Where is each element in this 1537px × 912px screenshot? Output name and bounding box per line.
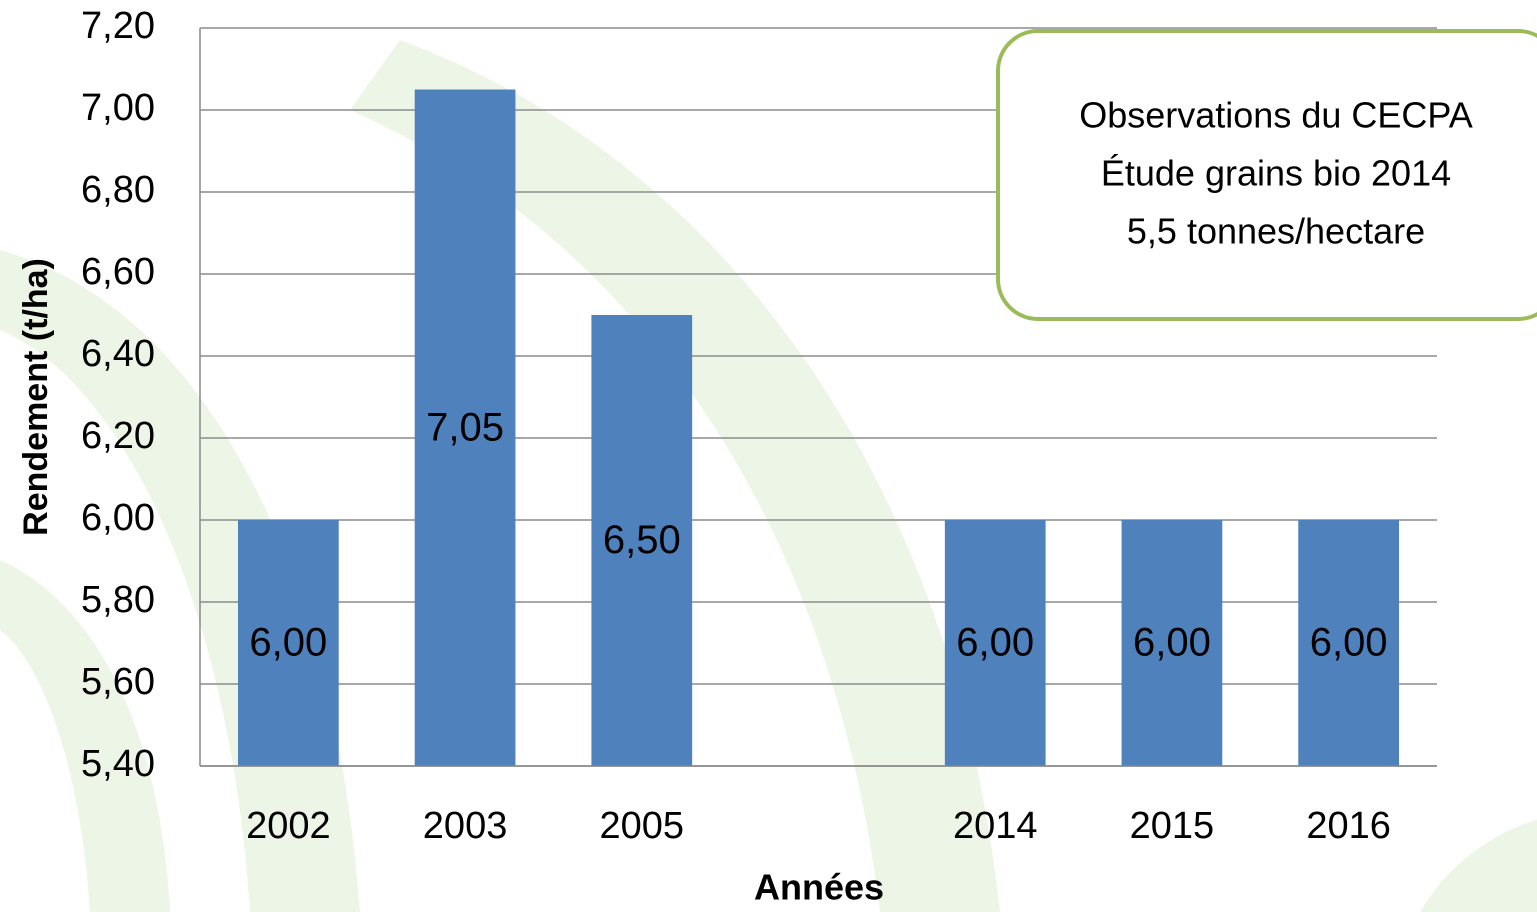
data-label: 6,00 (1310, 621, 1388, 665)
bar (591, 315, 693, 766)
annotation-frame (996, 29, 1537, 321)
data-label: 7,05 (426, 405, 504, 449)
bar (237, 520, 339, 766)
data-label: 6,00 (249, 621, 327, 665)
bars (237, 89, 1400, 766)
annotation-line: Observations du CECPA (1079, 95, 1473, 136)
x-tick-label: 2003 (423, 805, 508, 847)
y-tick-label: 6,00 (81, 497, 155, 539)
data-label: 6,00 (1133, 621, 1211, 665)
x-tick-label: 2002 (246, 805, 331, 847)
x-axis-title: Années (754, 867, 884, 908)
y-tick-label: 7,20 (81, 5, 155, 47)
y-tick-label: 6,80 (81, 169, 155, 211)
annotation-box: Observations du CECPA Étude grains bio 2… (996, 29, 1537, 321)
y-axis-title: Rendement (t/ha) (17, 258, 55, 536)
y-tick-label: 6,40 (81, 333, 155, 375)
y-tick-label: 5,80 (81, 579, 155, 621)
bar (1298, 520, 1400, 766)
y-tick-label: 6,60 (81, 251, 155, 293)
data-label: 6,50 (603, 518, 681, 562)
x-tick-label: 2014 (953, 805, 1038, 847)
data-label: 6,00 (956, 621, 1034, 665)
annotation-line: 5,5 tonnes/hectare (1127, 211, 1425, 252)
x-tick-label: 2005 (600, 805, 685, 847)
y-tick-label: 5,60 (81, 661, 155, 703)
y-tick-label: 5,40 (81, 743, 155, 785)
x-tick-label: 2015 (1130, 805, 1215, 847)
annotation-line: Étude grains bio 2014 (1101, 153, 1451, 194)
x-tick-label: 2016 (1306, 805, 1391, 847)
bar (414, 89, 516, 766)
y-tick-label: 6,20 (81, 415, 155, 457)
bar (1121, 520, 1223, 766)
bar (944, 520, 1046, 766)
y-tick-label: 7,00 (81, 87, 155, 129)
